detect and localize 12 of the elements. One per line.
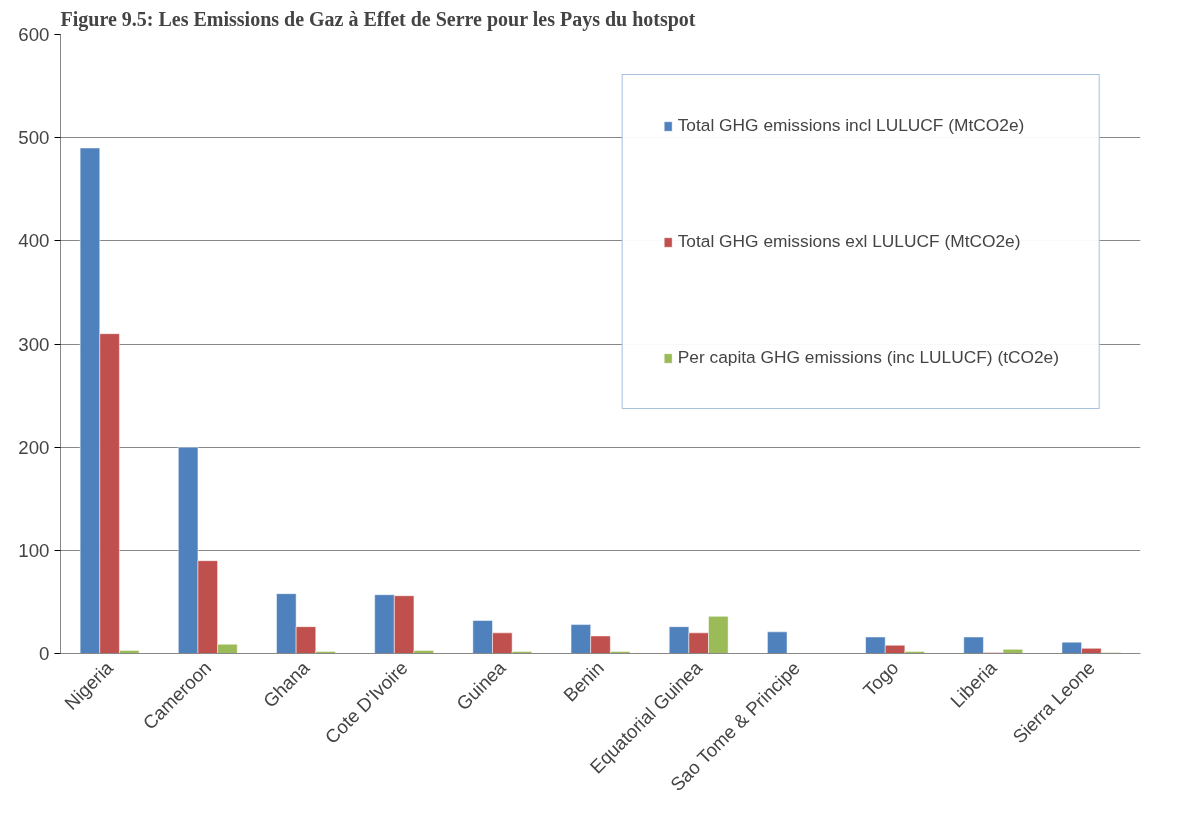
y-tick-label: 600 <box>18 24 50 45</box>
legend-label: Per capita GHG emissions (inc LULUCF) (tCO2e) <box>677 347 1059 368</box>
y-tick-label: 500 <box>18 127 50 149</box>
y-tick-label: 0 <box>39 643 50 664</box>
legend-label: Total GHG emissions incl LULUCF (MtCO2e) <box>677 115 1025 136</box>
y-tick-label: 400 <box>18 230 50 252</box>
y-tick-label: 100 <box>18 539 50 561</box>
legend-label: Total GHG emissions exl LULUCF (MtCO2e) <box>677 231 1021 252</box>
chart-title: Figure 9.5: Les Emissions de Gaz à Effet de Serre pour les Pays du hotspot <box>60 7 696 31</box>
y-tick-label: 200 <box>18 436 50 458</box>
x-tick-label: Togo <box>859 657 903 701</box>
y-tick-label: 300 <box>18 333 50 355</box>
